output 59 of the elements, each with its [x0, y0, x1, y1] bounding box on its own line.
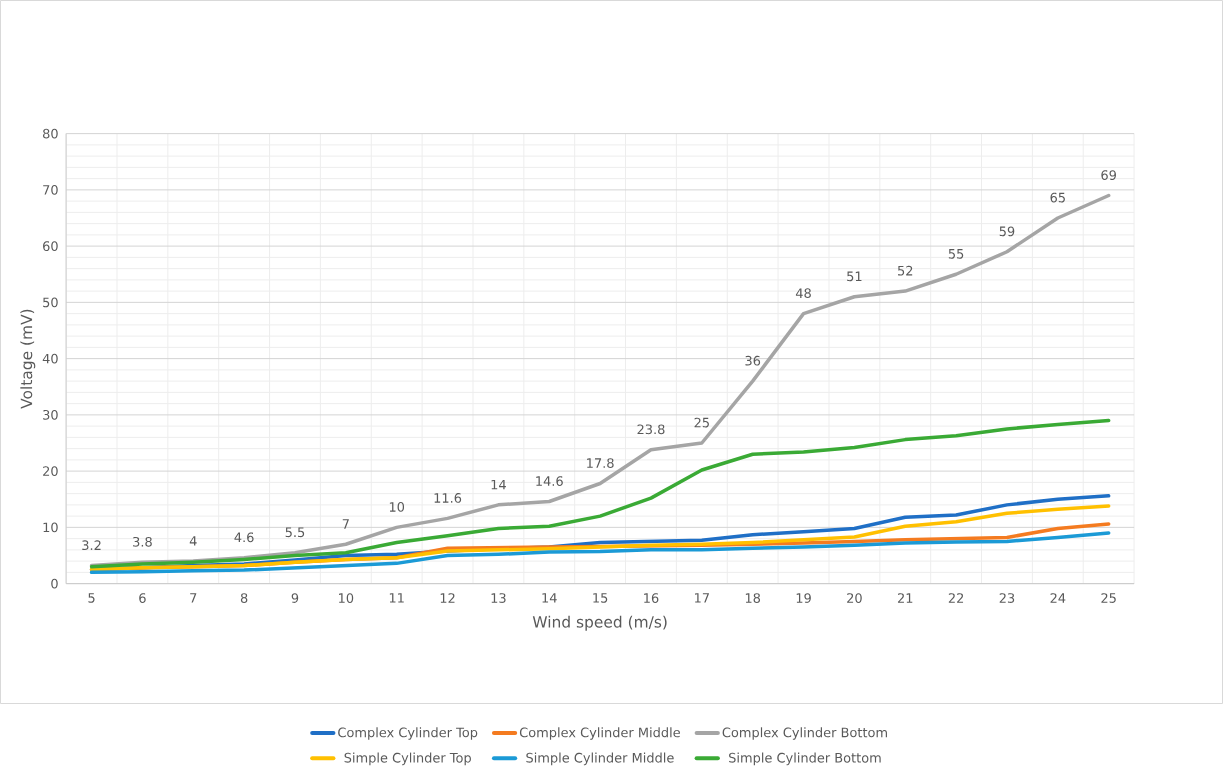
- x-tick-label: 21: [897, 593, 913, 603]
- data-label: 65: [1050, 192, 1065, 203]
- legend-label: Simple Cylinder Top: [344, 752, 471, 766]
- x-tick-label: 7: [190, 593, 197, 603]
- x-tick-label: 6: [139, 593, 146, 603]
- x-tick-label: 23: [999, 593, 1015, 603]
- data-label: 14: [491, 479, 506, 490]
- data-label: 17.8: [587, 458, 614, 468]
- data-label: 55: [948, 249, 964, 259]
- data-label: 10: [389, 502, 405, 512]
- legend-label: Simple Cylinder Middle: [526, 752, 674, 766]
- data-label: 4.6: [234, 532, 254, 543]
- data-label: 36: [745, 355, 761, 366]
- legend-label: Complex Cylinder Middle: [519, 727, 680, 740]
- x-tick-label: 14: [542, 593, 557, 603]
- y-tick-label: 70: [43, 185, 58, 195]
- x-tick-label: 16: [644, 593, 659, 603]
- x-tick-label: 19: [796, 593, 811, 603]
- data-label: 69: [1101, 170, 1116, 181]
- x-tick-label: 9: [291, 593, 299, 603]
- data-label: 48: [795, 288, 811, 299]
- data-label: 7: [342, 519, 349, 529]
- x-tick-label: 5: [88, 593, 95, 603]
- data-label: 3.2: [82, 540, 101, 551]
- y-tick-label: 40: [42, 353, 58, 364]
- x-tick-label: 17: [695, 593, 709, 603]
- data-label: 51: [847, 271, 862, 282]
- data-label: 52: [898, 265, 913, 276]
- data-label: 4: [189, 536, 197, 546]
- x-tick-label: 24: [1050, 593, 1066, 603]
- data-label: 3.8: [133, 536, 152, 547]
- y-tick-label: 50: [43, 297, 58, 308]
- y-tick-label: 20: [43, 466, 58, 477]
- x-tick-label: 18: [745, 593, 761, 603]
- y-tick-label: 80: [43, 128, 58, 139]
- x-tick-label: 20: [847, 593, 862, 603]
- x-tick-label: 11: [389, 593, 404, 603]
- y-tick-label: 0: [51, 578, 58, 589]
- x-tick-label: 12: [440, 593, 455, 603]
- data-label: 5.5: [285, 527, 305, 538]
- data-label: 14.6: [536, 476, 563, 486]
- y-tick-label: 10: [43, 522, 58, 533]
- x-tick-label: 25: [1101, 593, 1116, 603]
- x-tick-label: 15: [593, 593, 608, 603]
- data-label: 59: [999, 226, 1015, 237]
- y-axis-title: Voltage (mV): [20, 309, 36, 409]
- legend-label: Complex Cylinder Bottom: [722, 727, 887, 740]
- x-tick-label: 10: [339, 593, 354, 603]
- data-label: 23.8: [637, 424, 665, 435]
- y-tick-label: 60: [43, 241, 58, 252]
- x-axis-title: Wind speed (m/s): [532, 615, 667, 631]
- data-label: 11.6: [434, 493, 462, 503]
- legend-label: Complex Cylinder Top: [338, 727, 478, 740]
- x-tick-label: 8: [240, 593, 248, 603]
- y-tick-label: 30: [43, 410, 58, 420]
- data-label: 25: [694, 417, 709, 428]
- x-tick-label: 13: [491, 593, 506, 603]
- x-tick-label: 22: [948, 593, 964, 603]
- legend-label: Simple Cylinder Bottom: [729, 752, 881, 766]
